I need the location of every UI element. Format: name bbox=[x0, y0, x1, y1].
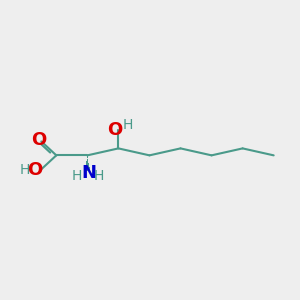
Text: H: H bbox=[122, 118, 133, 132]
Text: N: N bbox=[82, 164, 97, 182]
Text: O: O bbox=[31, 131, 46, 149]
Text: H: H bbox=[94, 169, 104, 183]
Text: H: H bbox=[20, 163, 31, 177]
Text: H: H bbox=[72, 169, 83, 183]
Text: O: O bbox=[27, 161, 43, 179]
Text: O: O bbox=[108, 121, 123, 139]
